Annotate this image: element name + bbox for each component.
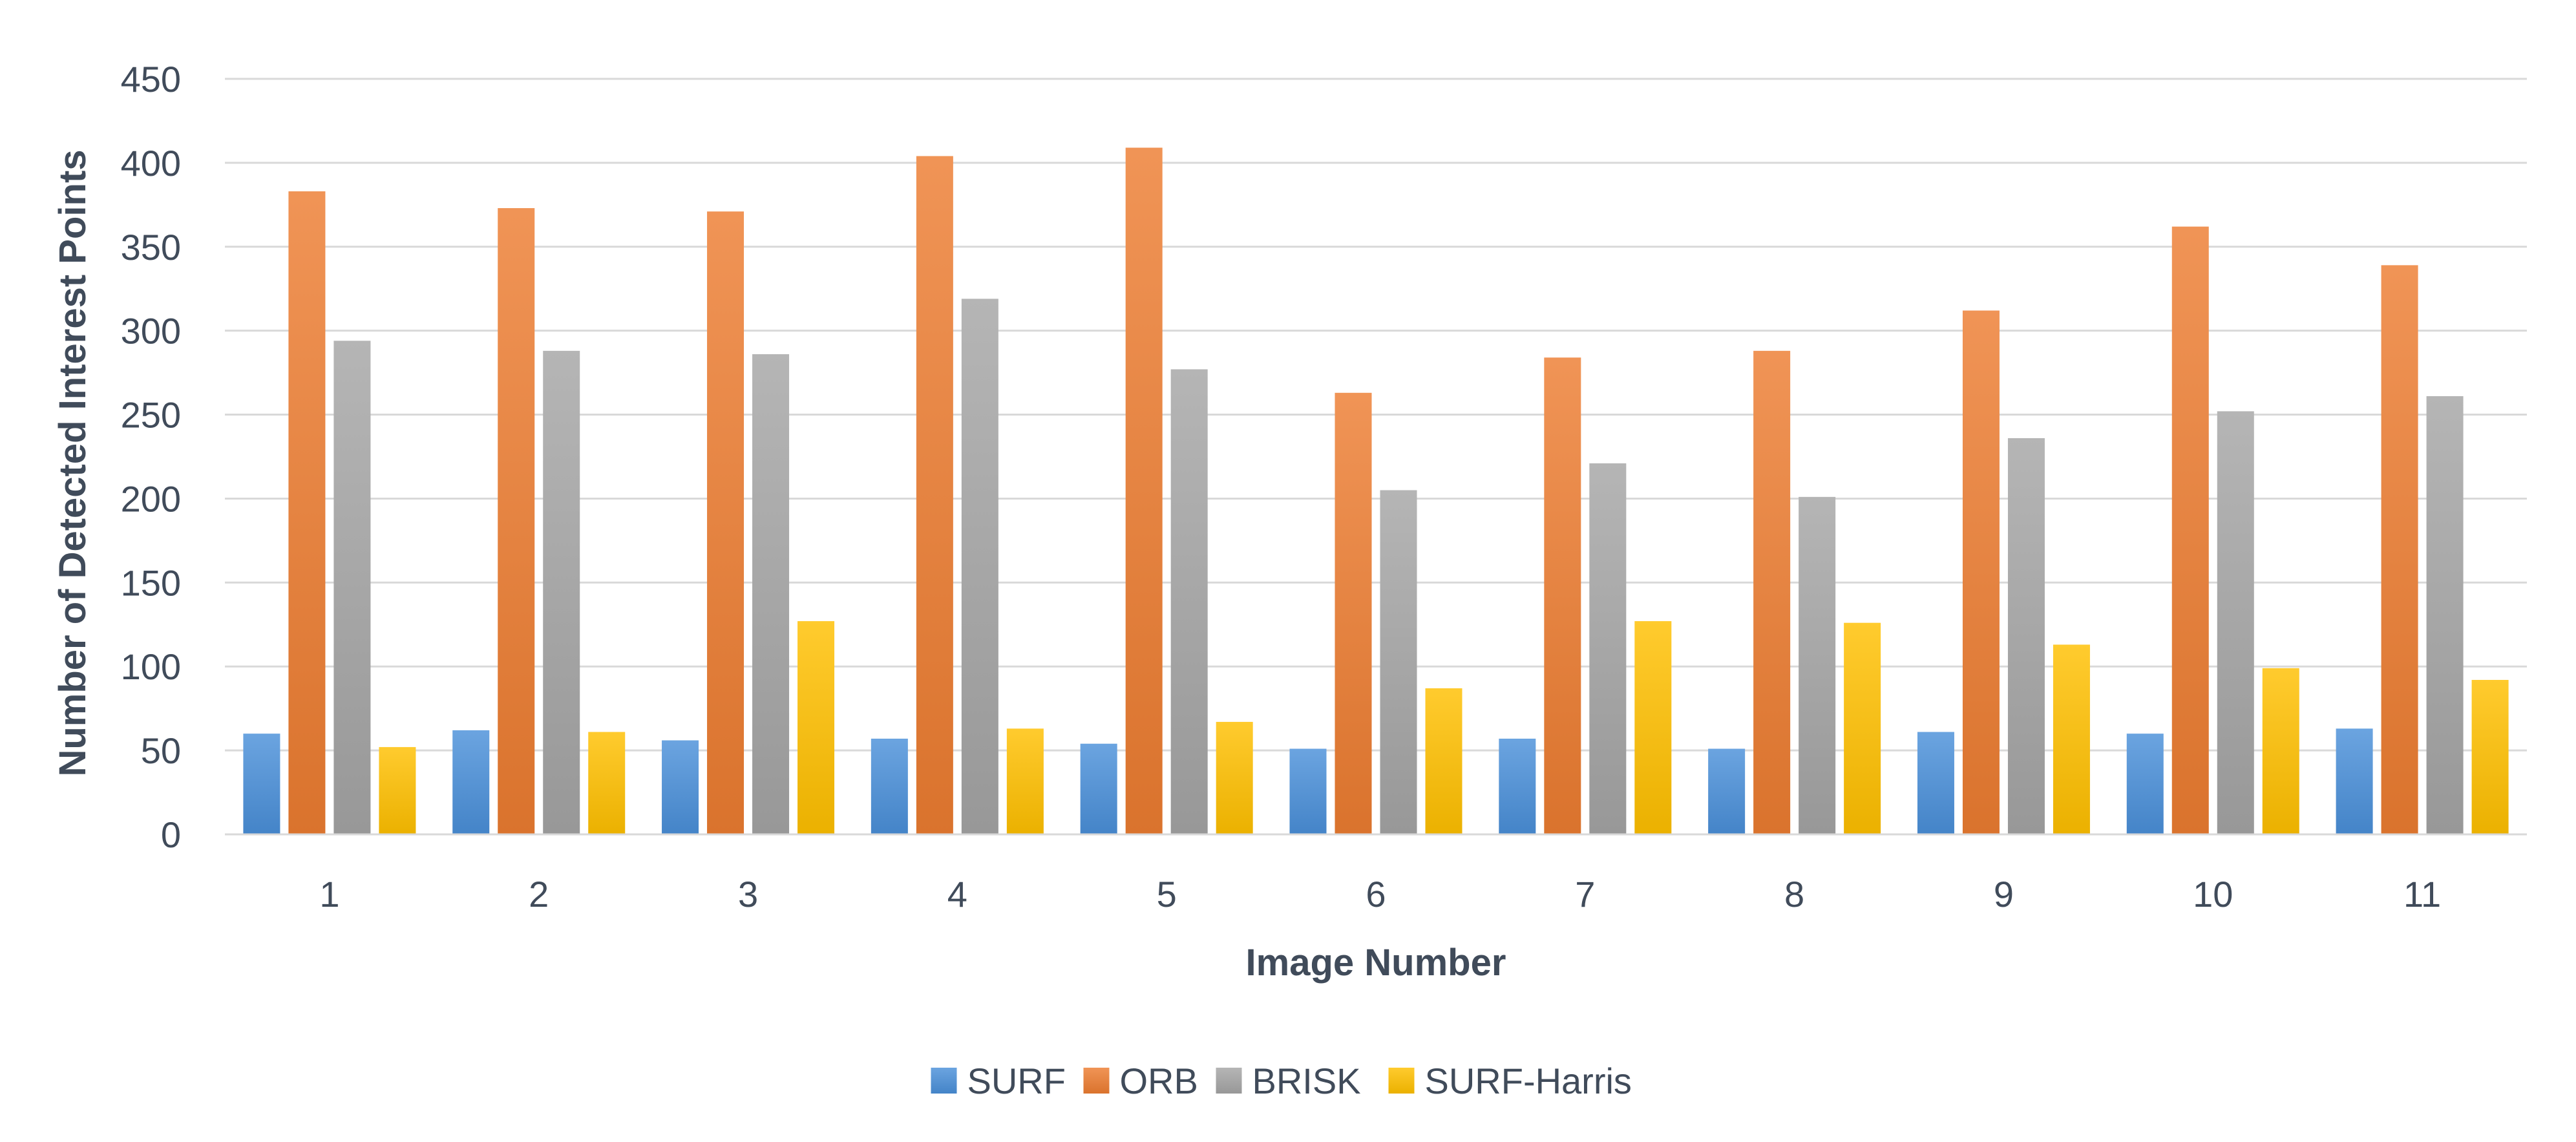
bar-surf-7 [1499,738,1536,834]
bar-surf-3 [662,740,699,834]
x-tick-label: 1 [319,874,339,915]
bar-surf-harris-6 [1425,688,1462,834]
bar-brisk-8 [1799,496,1836,834]
bar-surf-9 [1917,732,1954,834]
legend-swatch-orb [1083,1068,1110,1094]
y-tick-label: 300 [121,311,181,352]
x-tick-label: 7 [1575,874,1595,915]
x-tick-label: 3 [738,874,758,915]
bars [243,147,2509,834]
y-tick-label: 250 [121,395,181,436]
bar-surf-6 [1289,748,1327,834]
y-axis-ticks: 0 50 100 150 200 250 300 350 400 450 [121,59,181,855]
y-tick-label: 400 [121,143,181,184]
y-tick-label: 100 [121,646,181,687]
bar-brisk-6 [1380,490,1417,834]
bar-orb-1 [288,191,326,834]
bar-orb-6 [1335,392,1372,834]
bar-surf-1 [243,734,280,834]
y-tick-label: 450 [121,59,181,100]
legend-label: SURF [967,1061,1066,1101]
bar-surf-11 [2336,728,2373,834]
bar-orb-2 [498,208,535,834]
bar-brisk-1 [333,341,371,834]
gridlines [225,78,2527,752]
bar-brisk-9 [2007,438,2045,834]
bar-surf-5 [1080,743,1117,834]
bar-brisk-2 [543,350,580,834]
bar-surf-harris-3 [797,621,835,834]
legend-label: BRISK [1252,1061,1361,1101]
bar-orb-3 [707,211,744,834]
y-tick-label: 150 [121,562,181,603]
x-axis-ticks: 1 2 3 4 5 6 7 8 9 10 11 [319,874,2441,915]
bar-surf-8 [1708,748,1746,834]
x-tick-label: 11 [2403,874,2441,915]
bar-orb-10 [2171,226,2209,834]
y-tick-label: 0 [161,814,181,855]
x-tick-label: 2 [529,874,549,915]
bar-surf-harris-5 [1216,721,1253,834]
legend: SURF ORB BRISK SURF-Harris [931,1061,1632,1101]
legend-label: SURF-Harris [1425,1061,1632,1101]
x-axis-title: Image Number [1246,942,1506,984]
bar-surf-harris-11 [2471,680,2509,834]
bar-brisk-11 [2426,396,2464,834]
bar-surf-harris-10 [2262,668,2299,834]
y-tick-label: 50 [141,730,181,771]
y-axis-title: Number of Detected Interest Points [52,149,94,776]
bar-orb-4 [916,156,953,834]
bar-orb-5 [1125,147,1163,834]
bar-surf-harris-8 [1844,622,1881,834]
bar-brisk-10 [2217,411,2254,834]
bar-orb-9 [1962,310,2000,834]
y-tick-label: 350 [121,227,181,268]
bar-surf-4 [871,738,908,834]
bar-surf-10 [2126,734,2164,834]
bar-surf-2 [452,730,490,834]
bar-surf-harris-7 [1634,621,1672,834]
x-tick-label: 6 [1366,874,1386,915]
bar-brisk-3 [752,354,790,834]
bar-orb-7 [1544,357,1581,834]
x-tick-label: 9 [1994,874,2014,915]
x-tick-label: 5 [1157,874,1177,915]
bar-surf-harris-4 [1006,728,1044,834]
bar-orb-11 [2381,265,2418,834]
y-tick-label: 200 [121,478,181,519]
bar-brisk-5 [1170,369,1208,834]
legend-label: ORB [1120,1061,1198,1101]
x-tick-label: 4 [947,874,967,915]
bar-brisk-4 [961,299,998,834]
legend-swatch-surf-harris [1388,1068,1415,1094]
bar-surf-harris-9 [2053,644,2090,834]
bar-brisk-7 [1589,463,1627,834]
bar-surf-harris-1 [379,746,416,834]
x-tick-label: 10 [2193,874,2233,915]
bar-surf-harris-2 [588,732,626,834]
bar-orb-8 [1753,350,1791,834]
legend-swatch-surf [931,1068,957,1094]
legend-swatch-brisk [1216,1068,1242,1094]
x-tick-label: 8 [1784,874,1804,915]
